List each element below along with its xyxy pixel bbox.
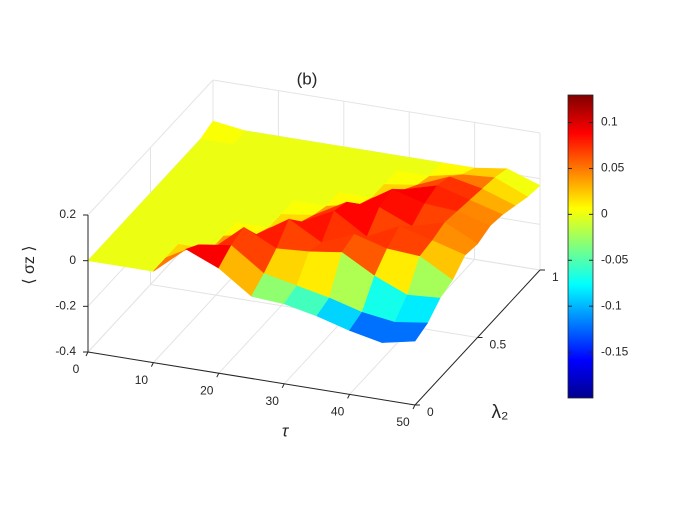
y-tick-label: 1: [552, 270, 559, 284]
x-axis: [87, 351, 416, 406]
surface-patch: [381, 321, 429, 343]
tick-mark: [281, 383, 285, 389]
tick-mark: [347, 394, 351, 399]
x-tick-label: 10: [135, 373, 149, 387]
x-axis-label: τ: [282, 421, 290, 440]
chart-title: (b): [297, 69, 318, 88]
y-axis-label: λ₂: [492, 402, 509, 423]
tick-mark: [150, 362, 154, 367]
y-tick-label: 0: [427, 405, 434, 419]
z-tick-label: -0.4: [55, 344, 76, 358]
grid-line: [87, 79, 214, 216]
tick-mark: [412, 404, 416, 410]
tick-mark: [85, 351, 89, 357]
x-tick-label: 30: [266, 394, 280, 408]
grid-line: [212, 79, 541, 134]
x-tick-label: 40: [331, 405, 345, 419]
x-tick-label: 0: [73, 362, 80, 376]
colorbar-tick-label: 0.1: [601, 115, 618, 129]
y-tick-label: 0.5: [490, 338, 507, 352]
colorbar-tick-label: -0.1: [601, 298, 622, 312]
x-tick-label: 50: [396, 415, 410, 429]
z-tick-label: -0.2: [55, 299, 76, 313]
z-tick-label: 0: [69, 253, 76, 267]
colorbar-tick-label: -0.05: [601, 252, 629, 266]
colorbar: [567, 94, 594, 399]
colorbar-tick-label: -0.15: [601, 344, 629, 358]
colorbar-tick-label: 0.05: [601, 161, 625, 175]
z-tick-label: 0.2: [59, 207, 76, 221]
x-tick-label: 20: [200, 383, 214, 397]
colorbar-tick-label: 0: [601, 207, 608, 221]
tick-mark: [216, 372, 220, 378]
z-axis-label: ⟨ σz ⟩: [21, 245, 38, 284]
